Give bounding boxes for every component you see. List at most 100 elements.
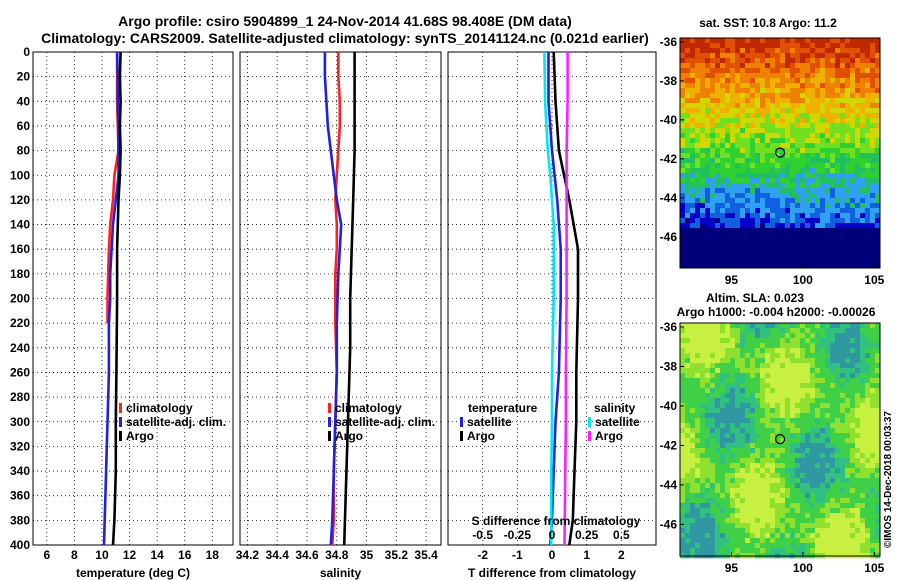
sst-cell <box>730 163 736 169</box>
sst-cell <box>845 108 851 114</box>
sla-cell <box>775 413 781 419</box>
sla-cell <box>780 483 786 489</box>
sst-cell <box>845 123 851 129</box>
sla-cell <box>850 518 856 524</box>
sla-cell <box>790 528 796 534</box>
sst-cell <box>845 88 851 94</box>
sla-cell <box>705 468 711 474</box>
sla-cell <box>845 383 851 389</box>
sla-cell <box>695 423 701 429</box>
sla-cell <box>705 513 711 519</box>
sst-cell <box>780 223 786 229</box>
sla-cell <box>705 423 711 429</box>
sla-cell <box>845 353 851 359</box>
sst-cell <box>710 73 716 79</box>
sst-cell <box>825 123 831 129</box>
sla-cell <box>730 408 736 414</box>
sst-cell <box>745 213 751 219</box>
sla-cell <box>685 548 691 554</box>
sst-cell <box>865 233 871 239</box>
sst-cell <box>840 53 846 59</box>
sla-cell <box>710 333 716 339</box>
sst-cell <box>845 128 851 134</box>
sst-cell <box>730 158 736 164</box>
sst-cell <box>765 233 771 239</box>
sst-cell <box>715 228 721 234</box>
temp-xlabel: temperature (deg C) <box>76 566 190 580</box>
sla-cell <box>725 358 731 364</box>
sla-cell <box>740 363 746 369</box>
sst-cell <box>815 58 821 64</box>
sst-cell <box>775 233 781 239</box>
sst-cell <box>840 138 846 144</box>
sla-cell <box>730 358 736 364</box>
sst-cell <box>720 233 726 239</box>
sla-cell <box>850 463 856 469</box>
sla-cell <box>795 533 801 539</box>
sst-cell <box>800 38 806 44</box>
sla-cell <box>755 408 761 414</box>
sst-cell <box>715 168 721 174</box>
sla-cell <box>690 353 696 359</box>
sst-cell <box>715 163 721 169</box>
sla-cell <box>800 388 806 394</box>
sla-cell <box>700 438 706 444</box>
sst-cell <box>870 253 876 259</box>
sst-cell <box>695 98 701 104</box>
sst-cell <box>865 193 871 199</box>
sst-cell <box>815 218 821 224</box>
sla-cell <box>760 413 766 419</box>
sla-cell <box>790 398 796 404</box>
sst-cell <box>695 183 701 189</box>
sla-cell <box>720 323 726 329</box>
sla-cell <box>785 443 791 449</box>
sla-cell <box>865 323 871 329</box>
sla-cell <box>785 328 791 334</box>
sla-cell <box>870 463 876 469</box>
sst-cell <box>715 223 721 229</box>
sst-cell <box>820 203 826 209</box>
sst-cell <box>770 183 776 189</box>
sla-cell <box>700 333 706 339</box>
temp-ytick-label: 60 <box>17 119 31 133</box>
sla-cell <box>825 328 831 334</box>
sla-cell <box>875 523 881 529</box>
sst-cell <box>790 148 796 154</box>
sst-cell <box>715 263 721 269</box>
sla-cell <box>845 483 851 489</box>
sst-cell <box>755 73 761 79</box>
sla-cell <box>875 488 881 494</box>
sst-cell <box>745 203 751 209</box>
sla-cell <box>790 473 796 479</box>
sla-cell <box>710 523 716 529</box>
sla-cell <box>830 378 836 384</box>
sla-cell <box>700 463 706 469</box>
sla-cell <box>720 388 726 394</box>
sla-cell <box>760 453 766 459</box>
sla-cell <box>805 528 811 534</box>
sla-cell <box>820 468 826 474</box>
sal-xlabel: salinity <box>320 566 362 580</box>
sla-cell <box>855 478 861 484</box>
sla-cell <box>865 483 871 489</box>
sst-cell <box>800 183 806 189</box>
sla-cell <box>835 493 841 499</box>
sst-cell <box>785 163 791 169</box>
sst-cell <box>735 128 741 134</box>
sla-cell <box>735 373 741 379</box>
sst-cell <box>775 223 781 229</box>
sla-cell <box>825 508 831 514</box>
sst-cell <box>690 238 696 244</box>
sla-cell <box>725 458 731 464</box>
sst-cell <box>790 143 796 149</box>
sla-cell <box>795 468 801 474</box>
sst-cell <box>860 198 866 204</box>
sla-cell <box>785 373 791 379</box>
sla-cell <box>845 373 851 379</box>
sst-cell <box>855 113 861 119</box>
sst-cell <box>830 83 836 89</box>
sla-cell <box>830 478 836 484</box>
sst-cell <box>685 253 691 259</box>
sst-cell <box>745 148 751 154</box>
sla-cell <box>765 443 771 449</box>
